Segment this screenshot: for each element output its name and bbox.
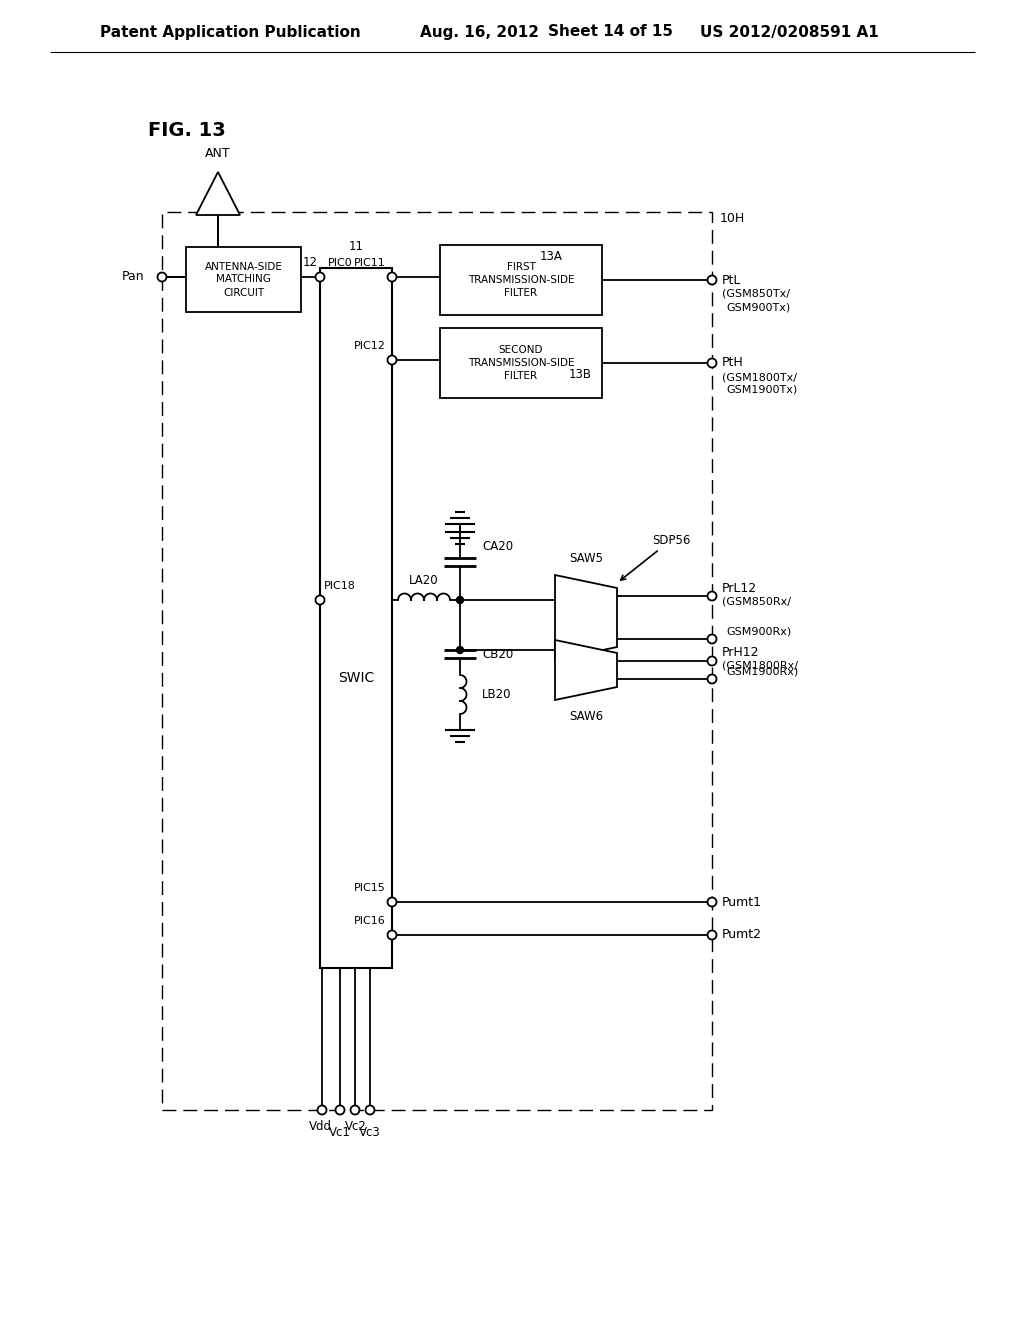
Text: GSM900Rx): GSM900Rx)	[726, 626, 792, 636]
Text: CIRCUIT: CIRCUIT	[223, 288, 264, 297]
Bar	[186, 247, 301, 312]
Circle shape	[315, 272, 325, 281]
Circle shape	[350, 1106, 359, 1114]
Circle shape	[708, 359, 717, 367]
Text: TRANSMISSION-SIDE: TRANSMISSION-SIDE	[468, 275, 574, 285]
Text: PIC15: PIC15	[354, 883, 386, 894]
Text: FIG. 13: FIG. 13	[148, 120, 225, 140]
Bar	[162, 213, 712, 1110]
Text: Pan: Pan	[122, 271, 144, 284]
Text: SWIC: SWIC	[338, 671, 374, 685]
Text: MATCHING: MATCHING	[216, 275, 271, 285]
Circle shape	[315, 595, 325, 605]
Text: PIC16: PIC16	[354, 916, 386, 927]
Text: SECOND: SECOND	[499, 345, 544, 355]
Text: PIC11: PIC11	[354, 257, 386, 268]
Polygon shape	[555, 576, 617, 660]
Text: GSM1900Tx): GSM1900Tx)	[726, 385, 798, 395]
Circle shape	[708, 591, 717, 601]
Circle shape	[708, 656, 717, 665]
Circle shape	[457, 597, 464, 603]
Text: PIC12: PIC12	[354, 341, 386, 351]
Text: Vc3: Vc3	[359, 1126, 381, 1138]
Text: (GSM1800Tx/: (GSM1800Tx/	[722, 372, 797, 381]
Text: TRANSMISSION-SIDE: TRANSMISSION-SIDE	[468, 358, 574, 368]
Text: GSM1900Rx): GSM1900Rx)	[726, 667, 799, 676]
Text: Vdd: Vdd	[308, 1119, 332, 1133]
Text: PrL12: PrL12	[722, 582, 757, 594]
Text: SDP56: SDP56	[621, 533, 690, 579]
Bar	[319, 268, 392, 968]
Circle shape	[708, 635, 717, 644]
Bar	[440, 327, 602, 399]
Text: ANTENNA-SIDE: ANTENNA-SIDE	[205, 263, 283, 272]
Polygon shape	[555, 640, 617, 700]
Text: 11: 11	[348, 240, 364, 253]
Circle shape	[336, 1106, 344, 1114]
Circle shape	[708, 276, 717, 285]
Text: 12: 12	[303, 256, 318, 269]
Text: FILTER: FILTER	[505, 371, 538, 381]
Circle shape	[387, 931, 396, 940]
Polygon shape	[196, 172, 240, 215]
Circle shape	[158, 272, 167, 281]
Text: LB20: LB20	[482, 689, 512, 701]
Text: US 2012/0208591 A1: US 2012/0208591 A1	[700, 25, 879, 40]
Circle shape	[708, 931, 717, 940]
Text: SAW6: SAW6	[569, 710, 603, 722]
Text: (GSM850Rx/: (GSM850Rx/	[722, 597, 791, 606]
Text: Vc2: Vc2	[345, 1119, 367, 1133]
Circle shape	[708, 898, 717, 907]
Text: (GSM850Tx/: (GSM850Tx/	[722, 289, 790, 300]
Text: PtH: PtH	[722, 356, 743, 370]
Circle shape	[387, 272, 396, 281]
Text: PIC0: PIC0	[328, 257, 352, 268]
Text: PrH12: PrH12	[722, 647, 760, 660]
Text: 10H: 10H	[720, 213, 745, 224]
Text: Pumt1: Pumt1	[722, 895, 762, 908]
Text: 13B: 13B	[569, 367, 592, 380]
Text: ANT: ANT	[205, 147, 230, 160]
Text: Aug. 16, 2012: Aug. 16, 2012	[420, 25, 539, 40]
Text: 13A: 13A	[540, 251, 562, 264]
Circle shape	[457, 647, 464, 653]
Circle shape	[387, 355, 396, 364]
Text: CA20: CA20	[482, 540, 513, 553]
Text: Vc1: Vc1	[329, 1126, 351, 1138]
Text: (GSM1800Rx/: (GSM1800Rx/	[722, 661, 798, 671]
Circle shape	[366, 1106, 375, 1114]
Text: Patent Application Publication: Patent Application Publication	[100, 25, 360, 40]
Bar	[440, 246, 602, 315]
Circle shape	[317, 1106, 327, 1114]
Text: FILTER: FILTER	[505, 288, 538, 298]
Text: CB20: CB20	[482, 648, 513, 660]
Circle shape	[387, 898, 396, 907]
Text: Sheet 14 of 15: Sheet 14 of 15	[548, 25, 673, 40]
Text: PIC18: PIC18	[324, 581, 356, 591]
Text: SAW5: SAW5	[569, 553, 603, 565]
Text: GSM900Tx): GSM900Tx)	[726, 302, 791, 312]
Text: LA20: LA20	[410, 573, 439, 586]
Circle shape	[708, 675, 717, 684]
Text: PtL: PtL	[722, 273, 741, 286]
Text: FIRST: FIRST	[507, 261, 536, 272]
Text: Pumt2: Pumt2	[722, 928, 762, 941]
